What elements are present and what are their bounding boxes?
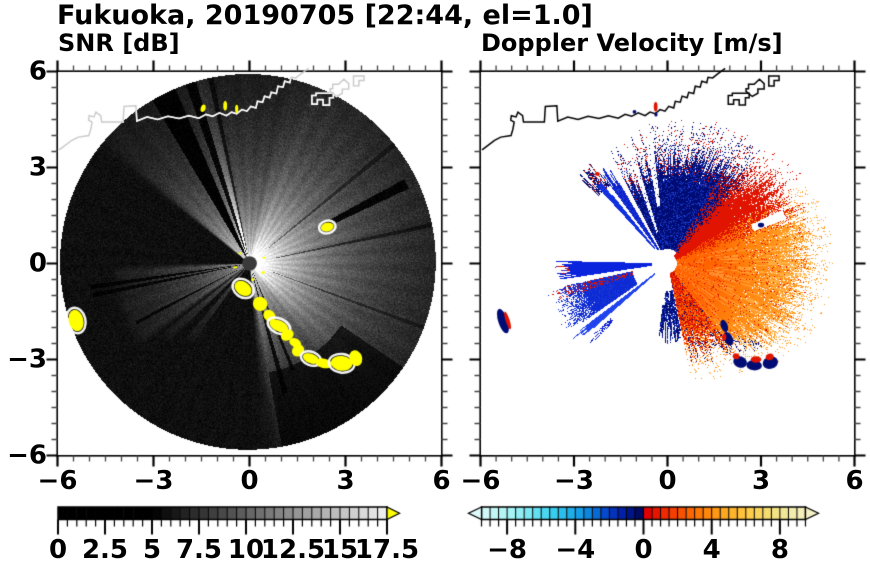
snr-colorbar-label: 17.5 — [354, 535, 420, 565]
x-tick-label-left: 3 — [336, 466, 355, 496]
doppler-colorbar-label: −8 — [487, 535, 528, 565]
x-tick-label-right: 6 — [845, 466, 864, 496]
snr-colorbar-label: 7.5 — [175, 535, 223, 565]
x-tick-label-right: 3 — [751, 466, 771, 496]
snr-colorbar-label: 10 — [227, 535, 265, 565]
doppler-colorbar-label: 0 — [634, 535, 653, 565]
snr-colorbar-label: 0 — [48, 535, 68, 565]
x-tick-label-left: −3 — [133, 466, 174, 496]
doppler-colorbar-label: 4 — [702, 535, 721, 565]
figure-title: Fukuoka, 20190705 [22:44, el=1.0] — [57, 0, 593, 31]
y-tick-label: 6 — [28, 55, 47, 86]
x-tick-label-right: −3 — [554, 466, 594, 496]
doppler-colorbar-label: −4 — [555, 535, 596, 565]
x-tick-label-left: −6 — [37, 466, 78, 496]
y-tick-label: 0 — [28, 247, 47, 278]
x-tick-label-right: 0 — [658, 466, 677, 496]
snr-colorbar-label: 12.5 — [260, 535, 326, 565]
snr-colorbar-label: 2.5 — [81, 535, 129, 565]
snr-colorbar-label: 15 — [321, 535, 359, 565]
doppler-colorbar-label: 8 — [770, 535, 789, 565]
x-tick-label-left: 0 — [240, 466, 259, 496]
snr-colorbar-label: 5 — [142, 535, 162, 565]
x-tick-label-left: 6 — [432, 466, 451, 496]
y-tick-label: −6 — [7, 439, 47, 470]
y-tick-label: 3 — [28, 151, 47, 182]
doppler-panel-title: Doppler Velocity [m/s] — [481, 29, 783, 57]
x-tick-label-right: −6 — [460, 466, 501, 496]
snr-panel-title: SNR [dB] — [58, 29, 180, 57]
y-tick-label: −3 — [7, 343, 47, 374]
